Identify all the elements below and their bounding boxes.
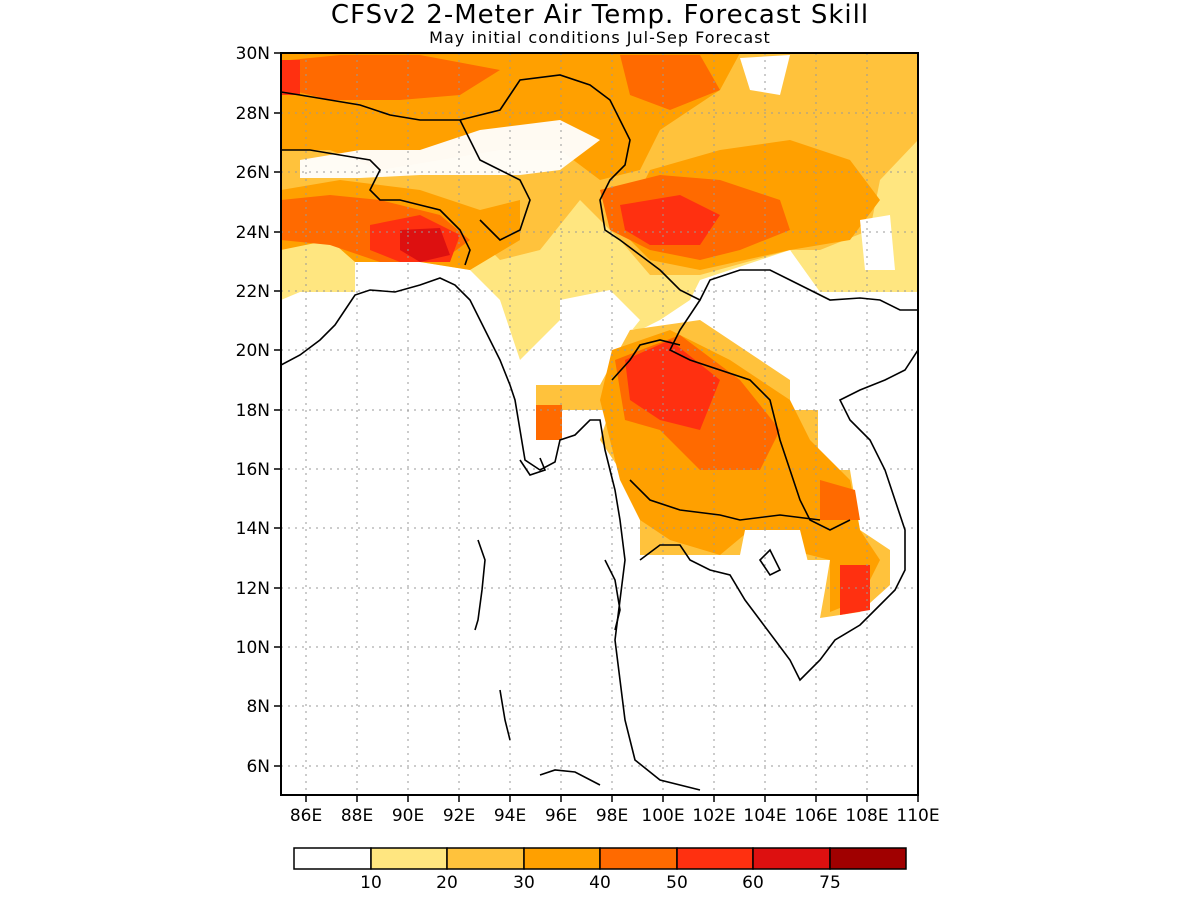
map-frame [280,52,919,796]
lon-tick-label: 110E [896,806,939,826]
lat-tick-label: 22N [236,282,270,302]
shade-vietnam-50-60 [840,565,870,615]
lat-tick-label: 26N [236,163,270,183]
colorbar-label: 50 [666,873,688,893]
lon-tick-label: 102E [692,806,735,826]
lon-tick-label: 108E [845,806,888,826]
colorbar-box [752,847,831,870]
shade-cambodia-50-60 [820,480,860,520]
colorbar-label: 40 [589,873,611,893]
lon-tick-label: 90E [392,806,424,826]
colorbar-box [829,847,907,870]
lat-tick-label: 28N [236,104,270,124]
map-subtitle: May initial conditions Jul-Sep Forecast [429,28,771,47]
skill-shading [281,53,918,618]
colorbar-label: 75 [819,873,841,893]
shade-40-50-north [290,55,500,100]
hole-e [860,215,895,270]
map-title: CFSv2 2-Meter Air Temp. Forecast Skill [330,0,870,30]
coastlines [281,74,918,791]
lat-tick-label: 14N [236,519,270,539]
lon-tick-label: 104E [743,806,786,826]
hole-himalaya [300,120,600,178]
colorbar-box [676,847,754,870]
lon-tick-label: 86E [290,806,322,826]
lon-tick-label: 94E [494,806,526,826]
lat-tick-label: 20N [236,341,270,361]
colorbar-label: 20 [436,873,458,893]
lat-tick-label: 10N [236,638,270,658]
shade-40-50-north2 [620,55,720,110]
shade-60-75-bangladesh [400,228,450,262]
lon-tick-label: 98E [596,806,628,826]
colorbar-box [599,847,678,870]
hole-myanmar [560,290,640,350]
shade-andaman [536,405,562,440]
colorbar-box [446,847,525,870]
lat-tick-label: 24N [236,223,270,243]
colorbar-box [293,847,372,870]
lon-tick-label: 106E [794,806,837,826]
colorbar-label: 60 [742,873,764,893]
lat-tick-label: 18N [236,401,270,421]
lat-tick-label: 16N [236,460,270,480]
colorbar-box [523,847,601,870]
lon-tick-label: 100E [641,806,684,826]
lon-tick-label: 92E [443,806,475,826]
colorbar-label: 10 [360,873,382,893]
colorbar-box [370,847,448,870]
hole-gulf [740,530,810,580]
colorbar: 10 20 30 40 50 60 75 [293,847,907,893]
lon-tick-label: 96E [545,806,577,826]
lat-tick-label: 30N [236,44,270,64]
lat-tick-label: 8N [246,697,270,717]
tick-marks [274,52,919,802]
lat-tick-label: 6N [246,757,270,777]
colorbar-label: 30 [513,873,535,893]
lat-tick-label: 12N [236,579,270,599]
shade-50-60-nw [281,60,300,95]
lon-tick-label: 88E [341,806,373,826]
